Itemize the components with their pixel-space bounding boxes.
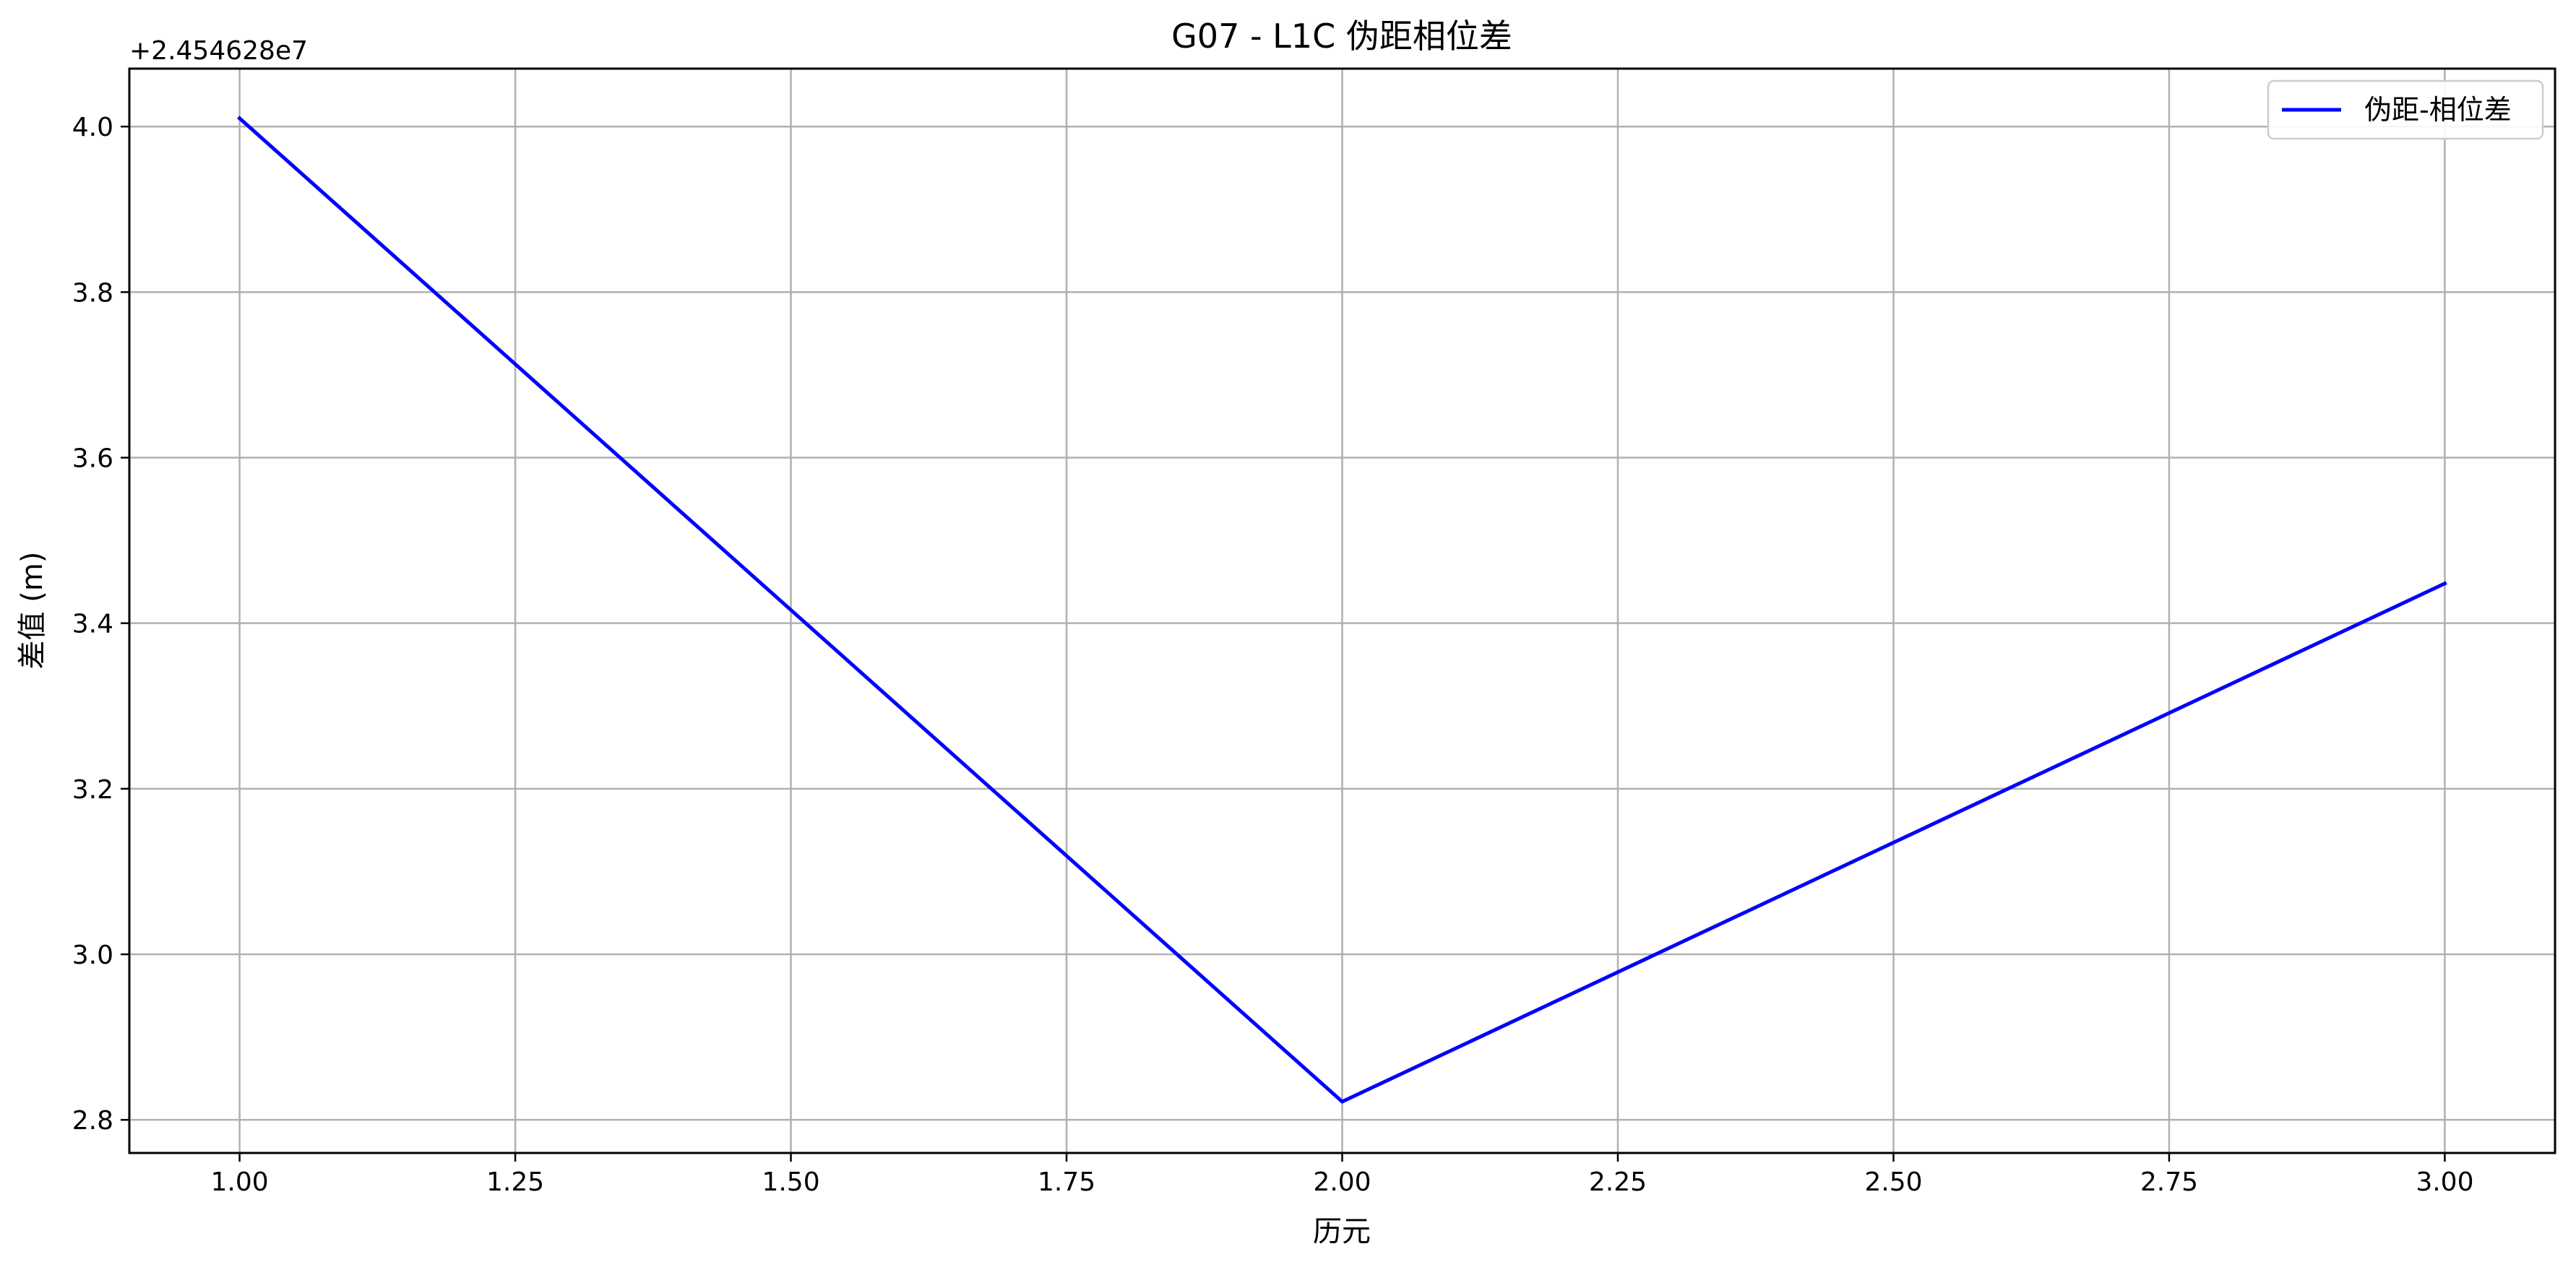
x-axis-label: 历元 xyxy=(1313,1215,1371,1248)
y-tick-label: 2.8 xyxy=(72,1106,113,1136)
y-tick-label: 3.2 xyxy=(72,775,113,805)
x-tick-label: 2.50 xyxy=(1864,1167,1922,1197)
y-tick-label: 3.4 xyxy=(72,610,113,639)
x-tick-label: 3.00 xyxy=(2416,1167,2473,1197)
x-tick-label: 2.75 xyxy=(2140,1167,2198,1197)
x-tick-label: 1.00 xyxy=(211,1167,269,1197)
grid xyxy=(129,69,2555,1153)
x-tick-label: 2.00 xyxy=(1313,1167,1371,1197)
series-layer xyxy=(237,116,2447,1104)
series-line xyxy=(237,116,2447,1104)
y-axis-label: 差值 (m) xyxy=(16,552,49,670)
x-axis: 1.00 1.25 1.50 1.75 2.00 2.25 2.50 2.75 3.00 xyxy=(211,1153,2473,1197)
x-tick-label: 1.25 xyxy=(486,1167,544,1197)
y-axis-offset-label: +2.454628e7 xyxy=(129,36,308,66)
x-tick-label: 2.25 xyxy=(1589,1167,1647,1197)
y-tick-label: 4.0 xyxy=(72,113,113,142)
legend-box xyxy=(2267,79,2544,140)
x-tick-label: 1.75 xyxy=(1038,1167,1095,1197)
y-tick-label: 3.6 xyxy=(72,444,113,474)
legend: 伪距-相位差 xyxy=(2267,79,2544,140)
legend-entry-label: 伪距-相位差 xyxy=(2364,94,2512,126)
x-tick-label: 1.50 xyxy=(762,1167,819,1197)
y-tick-label: 3.0 xyxy=(72,941,113,970)
chart-title: G07 - L1C 伪距相位差 xyxy=(1171,17,1512,56)
y-axis: 2.8 3.0 3.2 3.4 3.6 3.8 4.0 xyxy=(72,113,129,1136)
y-tick-label: 3.8 xyxy=(72,278,113,308)
